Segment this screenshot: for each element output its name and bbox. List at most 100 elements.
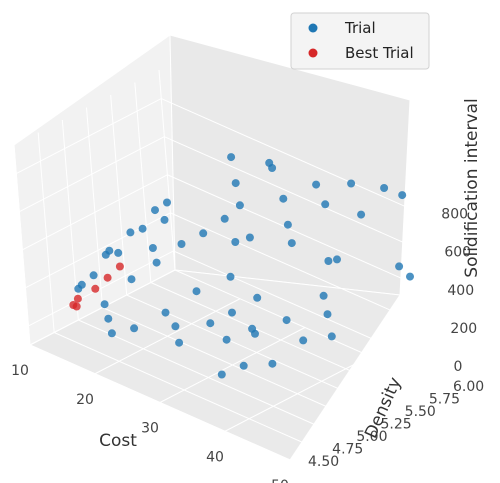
trial-point — [148, 244, 157, 252]
trial-point — [217, 370, 226, 379]
y-gridline — [102, 307, 363, 423]
legend-marker-trial — [308, 23, 318, 33]
trial-point — [77, 280, 86, 289]
x-tick-label: 50 — [271, 478, 289, 483]
y-tick-label: 5.50 — [405, 404, 436, 420]
trial-point — [380, 184, 389, 192]
trial-point — [104, 314, 113, 323]
trial-point — [406, 272, 414, 281]
trial-point — [160, 215, 169, 224]
trial-point — [235, 201, 244, 210]
trial-point — [163, 198, 171, 207]
best-trial-point — [115, 262, 124, 271]
z-gridline-back — [170, 212, 431, 329]
trial-point — [206, 319, 215, 328]
y-gridline — [29, 344, 291, 461]
legend-box — [290, 12, 430, 70]
y-tick-label: 4.75 — [332, 442, 363, 458]
y-tick-label: 4.50 — [308, 454, 339, 470]
y-gridline-wall — [13, 144, 31, 346]
trial-point — [282, 316, 291, 325]
best-trial-point — [72, 302, 81, 311]
trial-point — [319, 291, 328, 300]
trial-point — [245, 233, 254, 242]
trial-point — [265, 158, 274, 167]
z-gridline — [28, 250, 174, 327]
x-axis-label: Cost — [99, 431, 137, 451]
trial-point — [192, 287, 201, 296]
trial-point — [127, 275, 136, 284]
trial-point — [324, 257, 333, 265]
trial-point — [105, 246, 114, 255]
z-gridline-back — [167, 174, 428, 291]
trial-point — [107, 329, 116, 338]
trial-point — [268, 359, 277, 368]
legend-label-best-trial: Best Trial — [345, 44, 414, 62]
x-tick-label: 20 — [76, 392, 94, 408]
z-tick-label: 0 — [453, 359, 462, 375]
trial-point — [152, 258, 161, 267]
y-tick-label: 5.75 — [429, 392, 460, 408]
trial-point — [333, 255, 341, 264]
trial-point — [279, 194, 288, 203]
trial-point — [228, 308, 236, 317]
trial-point — [220, 214, 229, 223]
trial-point — [398, 191, 407, 200]
trial-point — [312, 180, 321, 189]
y-gridline — [78, 319, 339, 436]
y-gridline — [174, 269, 436, 386]
trial-point — [171, 322, 180, 331]
z-gridline-back — [161, 98, 422, 215]
x-tick-label: 30 — [141, 421, 159, 437]
x-tick-label: 10 — [11, 363, 29, 379]
best-trial-point — [73, 294, 82, 303]
trial-point — [177, 240, 186, 248]
trial-point — [321, 200, 330, 209]
axes-panes — [13, 34, 411, 461]
legend-marker-best-trial — [308, 48, 318, 58]
z-tick-label: 800 — [441, 207, 468, 223]
trial-point — [253, 293, 262, 302]
trial-point — [222, 335, 231, 344]
x-tick-label: 40 — [206, 449, 224, 465]
trial-point — [161, 308, 170, 317]
z-gridline-back — [164, 136, 425, 253]
y-gridline — [126, 294, 387, 411]
trial-point — [89, 271, 98, 280]
best-trial-point — [91, 284, 100, 293]
trial-point — [114, 248, 123, 257]
y-gridline-wall — [110, 94, 128, 296]
trial-point — [323, 310, 332, 319]
y-gridline — [150, 282, 412, 398]
y-gridline-wall — [134, 82, 152, 283]
trial-point — [175, 338, 184, 347]
trial-point — [327, 332, 336, 341]
trial-point — [199, 229, 208, 238]
z-tick-label: 600 — [444, 245, 471, 261]
z-axis-label: Solidification interval — [462, 98, 482, 277]
trial-point — [151, 206, 159, 215]
z-gridline — [19, 136, 165, 213]
trial-point — [347, 179, 356, 188]
z-gridline — [25, 212, 171, 289]
trial-point — [239, 361, 248, 370]
legend: Trial Best Trial — [290, 12, 430, 70]
trial-point — [126, 228, 135, 237]
legend-label-trial: Trial — [344, 19, 376, 37]
trial-point — [299, 336, 308, 345]
best-trial-point — [103, 273, 112, 282]
y-gridline-wall — [37, 132, 55, 333]
trial-point — [231, 179, 240, 188]
trial-points — [74, 153, 414, 379]
z-gridline-back — [173, 250, 434, 367]
y-gridline — [53, 332, 315, 448]
z-gridline — [16, 98, 162, 175]
tick-labels: 10 20 30 40 50 4.504.755.005.255.505.756.00 0 2… — [11, 207, 484, 483]
y-tick-label: 5.00 — [356, 429, 387, 445]
trial-point — [226, 272, 235, 281]
trial-point — [100, 300, 109, 309]
z-gridline — [22, 174, 168, 251]
trial-point — [395, 262, 404, 271]
trial-point — [287, 239, 296, 248]
trial-point — [357, 210, 366, 219]
